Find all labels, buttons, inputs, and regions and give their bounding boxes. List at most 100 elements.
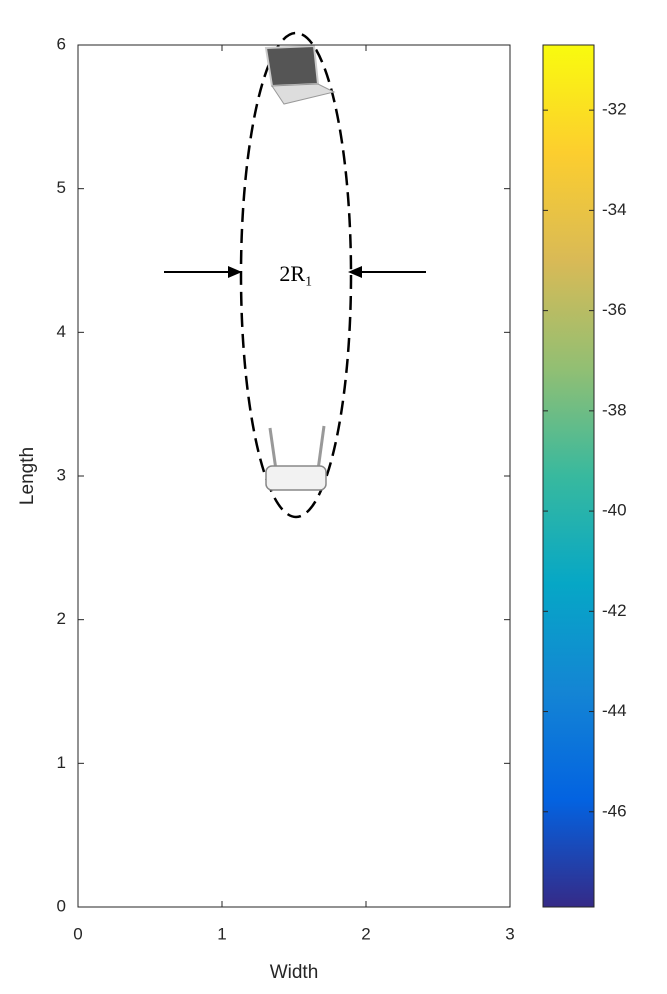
heat-cell <box>132 440 169 513</box>
heat-cell <box>240 152 277 226</box>
heat-cell <box>132 152 169 226</box>
heat-cell <box>96 296 133 369</box>
heat-cell <box>168 296 205 369</box>
heat-cell <box>492 440 510 513</box>
heat-cell <box>276 799 313 872</box>
heat-cell <box>78 152 97 226</box>
heat-cell <box>312 799 349 872</box>
heat-cell <box>384 152 421 226</box>
heat-cell <box>456 152 493 226</box>
heat-cell <box>204 296 241 369</box>
heat-cell <box>132 871 169 907</box>
heat-cell <box>132 45 169 82</box>
heat-cell <box>276 583 313 657</box>
colorbar-tick-label: -36 <box>602 300 627 319</box>
heat-cell <box>168 224 205 297</box>
heat-cell <box>204 440 241 513</box>
heat-cell <box>96 224 133 297</box>
heat-cell <box>492 80 510 154</box>
heat-cell <box>276 296 313 369</box>
heat-cell <box>240 583 277 657</box>
heat-cell <box>492 655 510 728</box>
heat-cell <box>168 727 205 800</box>
heat-cell <box>420 296 457 369</box>
heat-cell <box>78 80 97 154</box>
heat-cell <box>96 583 133 657</box>
heat-cell <box>204 727 241 800</box>
heat-cell <box>420 871 457 907</box>
colorbar-tick-label: -46 <box>602 801 627 820</box>
heat-cell <box>348 80 385 154</box>
heat-cell <box>204 583 241 657</box>
heat-cell <box>492 511 510 585</box>
heat-cell <box>348 296 385 369</box>
annotation: 2R₁ <box>279 261 312 286</box>
heat-cell <box>78 296 97 369</box>
heat-cell <box>204 152 241 226</box>
heat-cell <box>132 368 169 441</box>
heat-cell <box>420 799 457 872</box>
heat-cell <box>240 871 277 907</box>
heat-cell <box>456 296 493 369</box>
heat-cell <box>96 152 133 226</box>
heat-cell <box>420 224 457 297</box>
heat-cell <box>168 80 205 154</box>
heat-cell <box>348 583 385 657</box>
heat-cell <box>78 45 97 82</box>
heat-cell <box>456 440 493 513</box>
heat-cell <box>312 296 349 369</box>
heat-cell <box>78 727 97 800</box>
heat-cell <box>420 655 457 728</box>
y-axis-label: Length <box>17 447 38 505</box>
heat-cell <box>168 799 205 872</box>
y-tick-label: 5 <box>57 178 66 197</box>
heat-cell <box>78 511 97 585</box>
heat-cell <box>384 45 421 82</box>
router-icon <box>265 425 327 491</box>
heat-cell <box>420 440 457 513</box>
heat-cell <box>168 152 205 226</box>
heat-cell <box>240 80 277 154</box>
heat-cell <box>348 224 385 297</box>
heat-cell <box>348 440 385 513</box>
x-axis-label: Width <box>270 962 319 983</box>
heat-cell <box>132 80 169 154</box>
heat-cell <box>132 224 169 297</box>
heat-cell <box>348 45 385 82</box>
heat-cell <box>312 152 349 226</box>
heat-cell <box>96 45 133 82</box>
x-tick-label: 0 <box>73 924 82 943</box>
heat-cell <box>132 799 169 872</box>
laptop-icon <box>264 44 336 105</box>
heat-cell <box>348 655 385 728</box>
heat-cell <box>312 224 349 297</box>
heat-cell <box>132 655 169 728</box>
heat-cell <box>492 799 510 872</box>
heat-cell <box>168 368 205 441</box>
heat-cell <box>96 727 133 800</box>
heat-cell <box>96 871 133 907</box>
heat-cell <box>384 655 421 728</box>
heat-cell <box>420 511 457 585</box>
heat-cell <box>456 511 493 585</box>
heat-cell <box>420 727 457 800</box>
heat-cell <box>204 799 241 872</box>
heat-cell <box>348 727 385 800</box>
heat-cell <box>420 45 457 82</box>
heat-cell <box>312 583 349 657</box>
heat-cell <box>420 152 457 226</box>
heat-cell <box>204 45 241 82</box>
arrows <box>164 266 426 278</box>
heat-cell <box>312 727 349 800</box>
heat-cell <box>348 152 385 226</box>
heat-cell <box>456 727 493 800</box>
y-tick-label: 1 <box>57 753 66 772</box>
heat-cell <box>456 45 493 82</box>
heat-cell <box>492 45 510 82</box>
heat-cell <box>348 799 385 872</box>
heat-cell <box>168 45 205 82</box>
colorbar-tick-label: -34 <box>602 200 627 219</box>
colorbar-tick-label: -42 <box>602 601 627 620</box>
heat-cell <box>240 727 277 800</box>
heat-cell <box>132 727 169 800</box>
